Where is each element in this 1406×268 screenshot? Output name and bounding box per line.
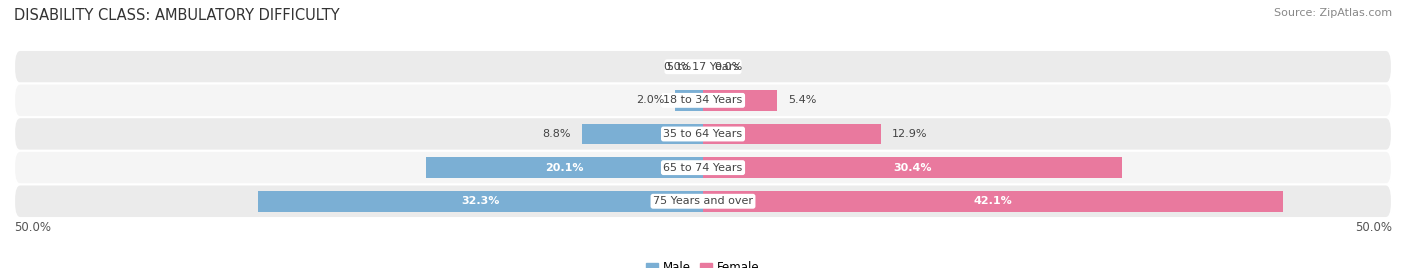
- Text: 50.0%: 50.0%: [1355, 221, 1392, 234]
- FancyBboxPatch shape: [14, 151, 1392, 184]
- Text: 5.4%: 5.4%: [789, 95, 817, 105]
- Bar: [257, 191, 703, 212]
- Text: 20.1%: 20.1%: [546, 163, 583, 173]
- Text: 0.0%: 0.0%: [714, 62, 742, 72]
- Text: DISABILITY CLASS: AMBULATORY DIFFICULTY: DISABILITY CLASS: AMBULATORY DIFFICULTY: [14, 8, 340, 23]
- FancyBboxPatch shape: [14, 84, 1392, 117]
- FancyBboxPatch shape: [14, 50, 1392, 84]
- Text: 65 to 74 Years: 65 to 74 Years: [664, 163, 742, 173]
- Text: 8.8%: 8.8%: [543, 129, 571, 139]
- Text: 75 Years and over: 75 Years and over: [652, 196, 754, 206]
- Text: 30.4%: 30.4%: [893, 163, 932, 173]
- Legend: Male, Female: Male, Female: [641, 256, 765, 268]
- Bar: [582, 124, 703, 144]
- Bar: [703, 157, 1122, 178]
- Text: 50.0%: 50.0%: [14, 221, 51, 234]
- FancyBboxPatch shape: [14, 117, 1392, 151]
- Bar: [426, 157, 703, 178]
- Bar: [703, 124, 880, 144]
- Text: 2.0%: 2.0%: [636, 95, 665, 105]
- Text: 18 to 34 Years: 18 to 34 Years: [664, 95, 742, 105]
- Bar: [675, 90, 703, 111]
- Text: 12.9%: 12.9%: [891, 129, 928, 139]
- Text: 35 to 64 Years: 35 to 64 Years: [664, 129, 742, 139]
- Bar: [703, 90, 778, 111]
- Bar: [703, 191, 1284, 212]
- Text: 32.3%: 32.3%: [461, 196, 499, 206]
- Text: 42.1%: 42.1%: [974, 196, 1012, 206]
- Text: Source: ZipAtlas.com: Source: ZipAtlas.com: [1274, 8, 1392, 18]
- Text: 0.0%: 0.0%: [664, 62, 692, 72]
- FancyBboxPatch shape: [14, 184, 1392, 218]
- Text: 5 to 17 Years: 5 to 17 Years: [666, 62, 740, 72]
